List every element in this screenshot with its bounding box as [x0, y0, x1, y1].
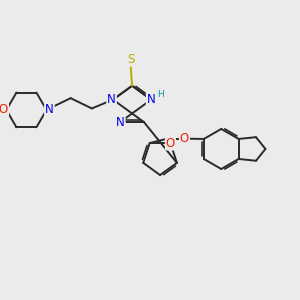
Text: S: S [127, 53, 134, 66]
Text: O: O [166, 136, 175, 150]
Text: N: N [45, 103, 54, 116]
Text: N: N [116, 116, 125, 128]
Text: N: N [147, 93, 155, 106]
Text: H: H [157, 90, 164, 99]
Text: O: O [0, 103, 8, 116]
Text: N: N [107, 93, 116, 106]
Text: O: O [180, 132, 189, 145]
